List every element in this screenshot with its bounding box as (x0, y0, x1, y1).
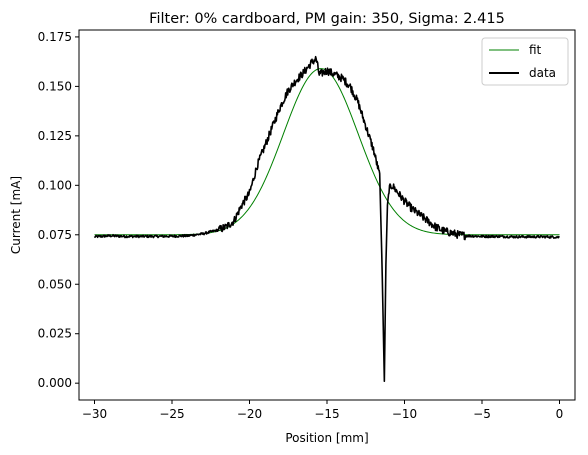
x-axis-label: Position [mm] (285, 431, 368, 445)
x-tick-label: −5 (473, 407, 491, 421)
y-tick-label: 0.150 (38, 79, 72, 93)
legend: fit data (482, 38, 568, 85)
x-tick-label: −15 (314, 407, 339, 421)
y-tick-label: 0.075 (38, 228, 72, 242)
x-tick-label: −20 (237, 407, 262, 421)
y-axis: 0.000 0.025 0.050 0.075 0.100 0.125 0.150 0.175 (38, 30, 79, 390)
y-tick-label: 0.000 (38, 376, 72, 390)
x-tick-label: −25 (159, 407, 184, 421)
x-tick-label: −30 (82, 407, 107, 421)
chart-title: Filter: 0% cardboard, PM gain: 350, Sigm… (149, 11, 505, 27)
y-tick-label: 0.125 (38, 129, 72, 143)
x-axis: −30 −25 −20 −15 −10 −5 0 (82, 400, 563, 421)
legend-data-label: data (529, 66, 556, 80)
x-tick-label: −10 (392, 407, 417, 421)
y-tick-label: 0.025 (38, 327, 72, 341)
y-tick-label: 0.100 (38, 178, 72, 192)
x-tick-label: 0 (556, 407, 564, 421)
y-tick-label: 0.050 (38, 277, 72, 291)
plot-area (95, 57, 560, 381)
legend-fit-label: fit (529, 43, 542, 57)
y-axis-label: Current [mA] (9, 176, 23, 254)
fit-line (95, 69, 560, 235)
y-tick-label: 0.175 (38, 30, 72, 44)
data-line (95, 57, 560, 381)
